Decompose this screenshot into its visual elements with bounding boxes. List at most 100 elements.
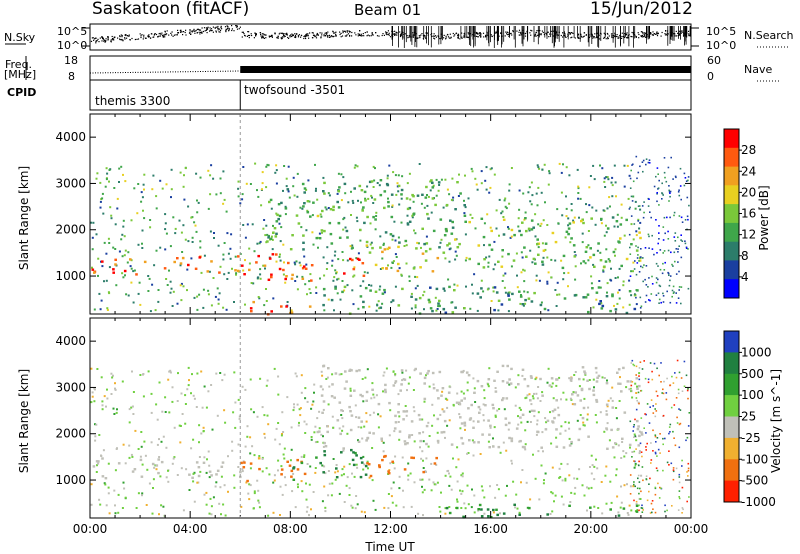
- nsky-point: [364, 32, 366, 34]
- velocity-region-0-cell: [139, 458, 143, 462]
- velocity-region-4-cell: [571, 393, 574, 396]
- power-region-3-cell: [544, 242, 548, 245]
- nsky-point: [461, 37, 463, 39]
- power-cell: [234, 255, 237, 258]
- power-region-3-cell: [599, 259, 603, 262]
- velocity-cell: [139, 374, 142, 376]
- velocity-cell: [141, 492, 144, 495]
- velocity-cell: [193, 471, 196, 474]
- velocity-region-0-cell: [133, 468, 137, 471]
- velocity-cell: [298, 421, 300, 424]
- velocity-cell: [633, 433, 636, 436]
- power-cell: [193, 221, 196, 224]
- velocity-cell: [560, 495, 563, 498]
- power-cell: [326, 262, 329, 265]
- power-region-4-cell: [358, 184, 362, 188]
- power-cell: [426, 204, 429, 207]
- nsky-point: [177, 32, 180, 34]
- power-noise-cell: [672, 292, 675, 294]
- power-cell: [194, 224, 197, 227]
- velocity-cell: [553, 500, 555, 503]
- velocity-cell: [224, 514, 227, 517]
- velocity-cell: [560, 425, 563, 428]
- velocity-cell: [215, 372, 218, 375]
- power-region-6-cell: [343, 285, 347, 289]
- velocity-noise-cell: [648, 483, 650, 485]
- power-cell: [343, 289, 346, 292]
- velocity-region-4-cell: [583, 370, 586, 373]
- velocity-noise-cell: [662, 392, 665, 395]
- velocity-cell: [619, 506, 622, 509]
- power-cell: [333, 254, 336, 257]
- velocity-cell: [99, 503, 102, 506]
- velocity-region-4-cell: [450, 443, 454, 446]
- nsky-point: [386, 32, 388, 34]
- velocity-cell: [158, 456, 161, 458]
- velocity-cell: [281, 493, 284, 496]
- power-cell: [485, 166, 488, 169]
- velocity-cell: [389, 462, 392, 465]
- power-region-6-cell: [438, 304, 441, 308]
- power-region-6-cell: [444, 311, 448, 314]
- power-noise-cell: [661, 272, 664, 275]
- power-cell: [412, 200, 415, 203]
- nsky-point: [271, 35, 273, 37]
- velocity-cell: [494, 414, 497, 417]
- power-cell: [90, 221, 93, 224]
- power-cell: [101, 197, 104, 200]
- velocity-cell: [360, 426, 363, 429]
- power-noise-cell: [661, 182, 663, 185]
- power-noise-cell: [658, 204, 660, 206]
- nsky-point: [323, 35, 325, 37]
- velocity-cell: [168, 411, 171, 414]
- velocity-region-4-cell: [521, 413, 525, 416]
- nsky-point: [154, 33, 156, 35]
- velocity-cell: [369, 414, 372, 417]
- power-cell: [409, 198, 412, 201]
- velocity-cell: [421, 491, 424, 494]
- power-cell: [109, 206, 112, 209]
- velocity-noise-cell: [678, 473, 681, 476]
- velocity-colorbar-swatch: [724, 416, 739, 439]
- power-cell: [565, 207, 568, 210]
- velocity-region-1-cell: [290, 475, 293, 478]
- velocity-region-4-cell: [355, 369, 358, 373]
- velocity-cell: [191, 373, 193, 376]
- velocity-region-5-cell: [635, 510, 639, 513]
- power-cell: [539, 225, 542, 227]
- velocity-region-4-cell: [623, 411, 627, 414]
- nsky-point: [104, 40, 107, 42]
- power-cell: [130, 281, 133, 284]
- velocity-noise-cell: [633, 450, 636, 453]
- power-cell: [562, 278, 565, 281]
- nsky-point: [137, 38, 140, 40]
- power-region-3-cell: [625, 257, 629, 261]
- velocity-region-4-cell: [555, 399, 558, 402]
- nsky-point: [285, 33, 287, 35]
- power-region-6-cell: [530, 300, 534, 303]
- velocity-region-3-cell: [422, 470, 425, 474]
- power-cell: [587, 244, 590, 247]
- velocity-cell: [144, 454, 147, 457]
- power-cell: [91, 236, 94, 239]
- velocity-cell: [122, 481, 125, 484]
- power-region-6-cell: [543, 307, 547, 311]
- velocity-cell: [233, 371, 236, 374]
- velocity-cell: [534, 477, 537, 480]
- velocity-cell: [535, 392, 538, 395]
- power-region-4-cell: [312, 201, 315, 204]
- power-cell: [97, 257, 100, 260]
- velocity-cell: [593, 505, 596, 508]
- power-cell: [334, 250, 337, 253]
- velocity-cell: [283, 457, 286, 460]
- power-cell: [261, 188, 263, 191]
- velocity-noise-cell: [635, 408, 638, 411]
- velocity-noise-cell: [673, 404, 676, 406]
- power-noise-cell: [642, 159, 645, 162]
- nsky-point: [261, 36, 263, 38]
- power-region-3-cell: [532, 257, 536, 261]
- velocity-cell: [574, 371, 577, 373]
- velocity-region-4-cell: [427, 369, 430, 373]
- power-noise-cell: [667, 166, 670, 169]
